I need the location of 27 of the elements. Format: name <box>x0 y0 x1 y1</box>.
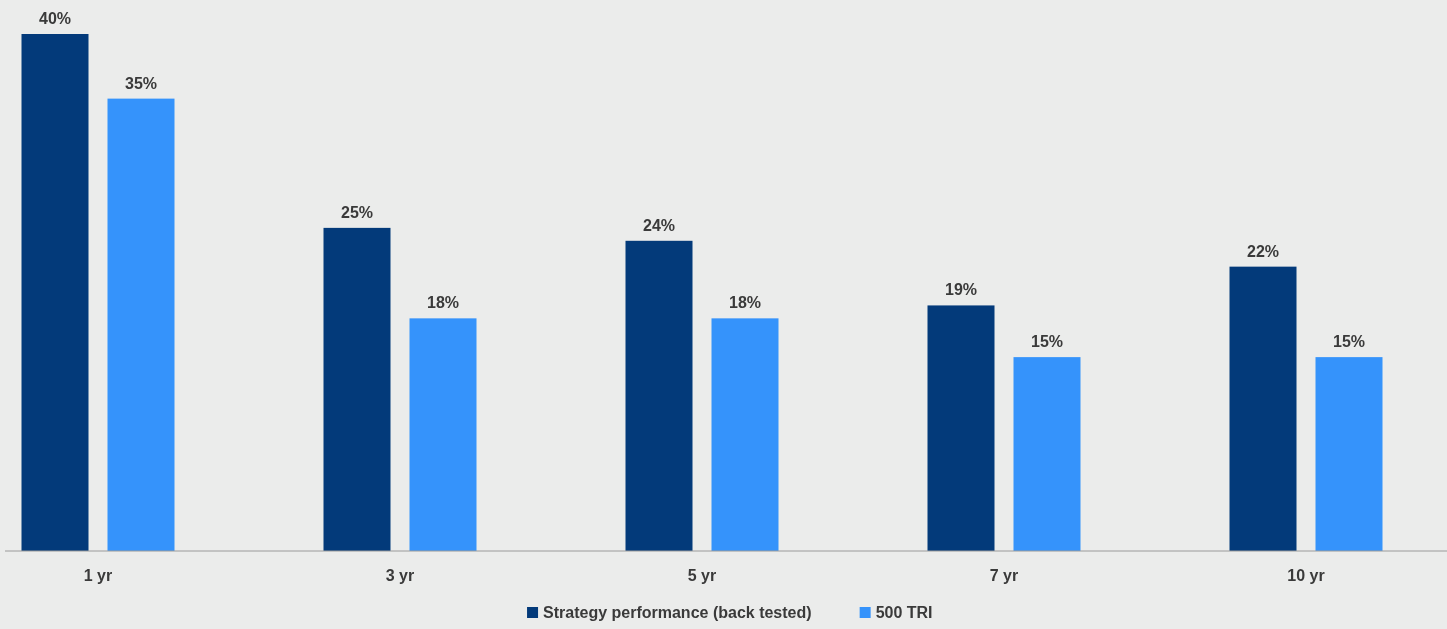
data-label: 18% <box>728 294 762 312</box>
x-tick-label: 3 yr <box>385 567 415 584</box>
data-label: 35% <box>124 74 158 92</box>
data-label: 18% <box>426 294 460 312</box>
x-tick-label: 5 yr <box>687 567 717 584</box>
data-label: 40% <box>38 10 72 27</box>
data-label: 24% <box>642 216 676 234</box>
x-tick-label: 10 yr <box>1287 567 1325 584</box>
bar <box>107 98 175 551</box>
bar <box>1315 357 1383 551</box>
bar <box>927 305 995 551</box>
bar <box>1229 266 1297 551</box>
data-label: 25% <box>340 203 374 221</box>
data-label: 15% <box>1030 333 1064 351</box>
data-label: 19% <box>944 281 978 299</box>
bar <box>21 34 89 551</box>
data-label: 15% <box>1332 333 1366 351</box>
bar <box>1013 357 1081 551</box>
bar <box>711 318 779 551</box>
data-label: 22% <box>1246 242 1280 260</box>
legend-label: Strategy performance (back tested) <box>543 604 812 621</box>
bar <box>409 318 477 551</box>
bar <box>625 240 693 551</box>
x-tick-label: 7 yr <box>989 567 1019 584</box>
bar <box>323 227 391 551</box>
x-tick-label: 1 yr <box>83 567 113 584</box>
legend-label: 500 TRI <box>875 604 933 621</box>
